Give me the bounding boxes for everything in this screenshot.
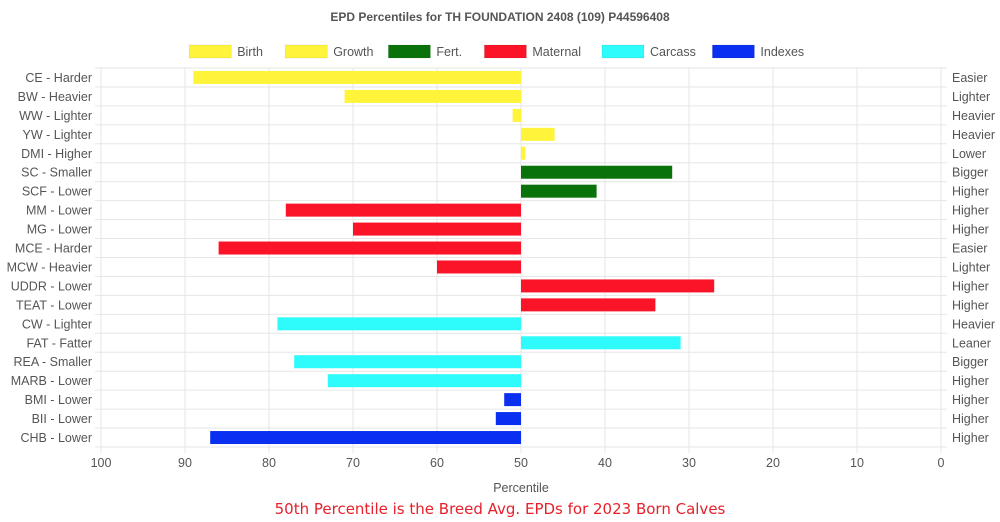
right-category-label: Lower <box>952 147 986 161</box>
bar <box>521 336 681 350</box>
category-label: REA - Smaller <box>14 355 93 369</box>
x-tick-label: 10 <box>850 456 864 470</box>
category-label: UDDR - Lower <box>11 279 92 293</box>
breed-average-footnote: 50th Percentile is the Breed Avg. EPDs f… <box>274 500 726 518</box>
right-category-label: Higher <box>952 431 989 445</box>
right-category-label: Higher <box>952 298 989 312</box>
right-category-label: Higher <box>952 279 989 293</box>
right-category-label: Easier <box>952 242 987 256</box>
right-category-label: Heavier <box>952 109 995 123</box>
right-category-label: Higher <box>952 412 989 426</box>
x-tick-label: 50 <box>514 456 528 470</box>
right-category-label: Leaner <box>952 336 991 350</box>
legend-swatch <box>388 44 431 59</box>
legend-label: Growth <box>333 45 373 59</box>
x-tick-label: 60 <box>430 456 444 470</box>
bar <box>521 127 555 141</box>
category-label: CHB - Lower <box>20 431 92 445</box>
legend-label: Indexes <box>760 45 804 59</box>
bar <box>521 184 597 198</box>
bar <box>521 298 656 312</box>
category-label: MM - Lower <box>26 204 92 218</box>
bar <box>495 412 521 426</box>
bar <box>193 70 521 84</box>
category-label: SC - Smaller <box>21 166 92 180</box>
category-label: MARB - Lower <box>11 374 92 388</box>
category-label: TEAT - Lower <box>16 298 92 312</box>
x-tick-label: 70 <box>346 456 360 470</box>
x-tick-label: 90 <box>178 456 192 470</box>
bar <box>210 431 521 445</box>
right-category-label: Lighter <box>952 90 990 104</box>
category-label: MG - Lower <box>27 223 92 237</box>
category-label: CW - Lighter <box>22 317 92 331</box>
right-category-label: Bigger <box>952 166 988 180</box>
x-tick-label: 0 <box>938 456 945 470</box>
right-category-label: Heavier <box>952 128 995 142</box>
category-label: YW - Lighter <box>23 128 92 142</box>
right-category-label: Higher <box>952 204 989 218</box>
bar <box>277 317 521 331</box>
legend-label: Maternal <box>532 45 581 59</box>
bar <box>285 203 521 217</box>
x-tick-label: 20 <box>766 456 780 470</box>
legend-label: Carcass <box>650 45 696 59</box>
bar <box>521 146 526 160</box>
category-label: CE - Harder <box>25 71 92 85</box>
legend-label: Fert. <box>436 45 462 59</box>
bar <box>218 241 521 255</box>
right-category-label: Higher <box>952 374 989 388</box>
category-label: DMI - Higher <box>21 147 92 161</box>
legend-swatch <box>284 44 328 59</box>
x-tick-label: 100 <box>91 456 112 470</box>
bar <box>504 393 521 407</box>
bar <box>512 108 521 122</box>
bar <box>344 89 521 103</box>
right-category-label: Heavier <box>952 317 995 331</box>
bar <box>437 260 521 274</box>
right-category-label: Higher <box>952 223 989 237</box>
bar <box>327 374 521 388</box>
legend-label: Birth <box>237 45 263 59</box>
category-label: WW - Lighter <box>19 109 92 123</box>
x-tick-label: 30 <box>682 456 696 470</box>
right-category-label: Bigger <box>952 355 988 369</box>
right-category-label: Lighter <box>952 260 990 274</box>
bar <box>521 165 673 179</box>
legend-swatch <box>484 44 527 59</box>
right-category-label: Higher <box>952 393 989 407</box>
category-label: SCF - Lower <box>22 185 92 199</box>
category-label: MCW - Heavier <box>7 260 92 274</box>
legend-swatch <box>188 44 232 59</box>
legend-swatch <box>601 44 645 59</box>
category-label: BMI - Lower <box>25 393 92 407</box>
category-label: FAT - Fatter <box>26 336 92 350</box>
right-category-label: Easier <box>952 71 987 85</box>
chart-title: EPD Percentiles for TH FOUNDATION 2408 (… <box>330 10 670 24</box>
legend-swatch <box>712 44 755 59</box>
bar <box>521 279 715 293</box>
x-tick-label: 80 <box>262 456 276 470</box>
x-tick-label: 40 <box>598 456 612 470</box>
category-label: BW - Heavier <box>18 90 92 104</box>
right-category-label: Higher <box>952 185 989 199</box>
bar <box>353 222 521 236</box>
bar <box>294 355 521 369</box>
x-axis-title: Percentile <box>493 481 549 495</box>
category-label: BII - Lower <box>32 412 92 426</box>
category-label: MCE - Harder <box>15 242 92 256</box>
